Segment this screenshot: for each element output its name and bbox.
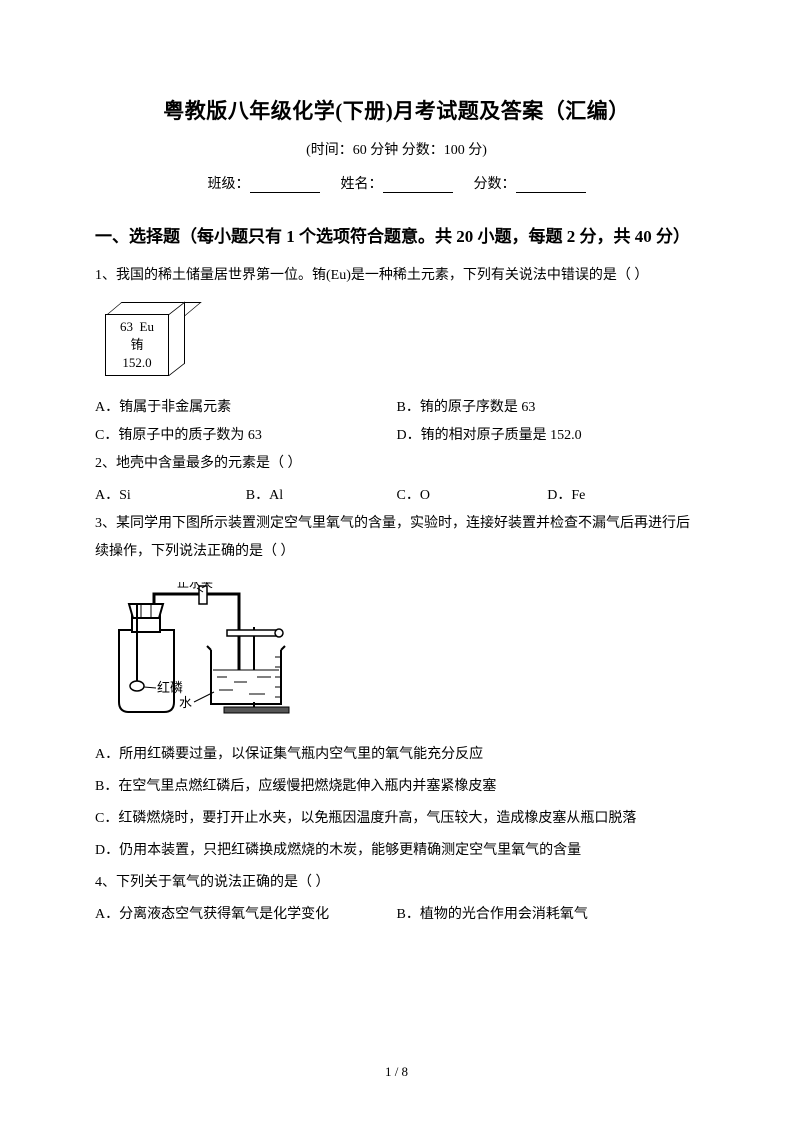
name-blank[interactable] — [383, 177, 453, 193]
q4-option-a[interactable]: A．分离液态空气获得氧气是化学变化 — [95, 901, 397, 929]
q3-option-a[interactable]: A．所用红磷要过量，以保证集气瓶内空气里的氧气能充分反应 — [95, 741, 698, 769]
water-label: 水 — [179, 695, 192, 710]
class-label: 班级： — [208, 177, 250, 192]
section-1-title: 一、选择题（每小题只有 1 个选项符合题意。共 20 小题，每题 2 分，共 4… — [95, 217, 698, 256]
question-4-options: A．分离液态空气获得氧气是化学变化 B．植物的光合作用会消耗氧气 — [95, 901, 698, 929]
element-symbol: Eu — [140, 319, 154, 334]
question-3-stem: 3、某同学用下图所示装置测定空气里氧气的含量，实验时，连接好装置并检查不漏气后再… — [95, 510, 698, 566]
q2-option-d[interactable]: D．Fe — [547, 482, 698, 510]
question-4-stem: 4、下列关于氧气的说法正确的是（ ） — [95, 869, 698, 897]
element-number: 63 — [120, 319, 133, 334]
q2-option-b[interactable]: B．Al — [246, 482, 397, 510]
q2-option-c[interactable]: C．O — [397, 482, 548, 510]
name-label: 姓名： — [341, 177, 383, 192]
clip-label: 止水夹 — [177, 582, 213, 590]
q4-option-b[interactable]: B．植物的光合作用会消耗氧气 — [397, 901, 699, 929]
q1-option-a[interactable]: A．铕属于非金属元素 — [95, 394, 397, 422]
q3-option-c[interactable]: C．红磷燃烧时，要打开止水夹，以免瓶因温度升高，气压较大，造成橡皮塞从瓶口脱落 — [95, 805, 698, 833]
question-1-options: A．铕属于非金属元素 B．铕的原子序数是 63 C．铕原子中的质子数为 63 D… — [95, 394, 698, 450]
element-cube-diagram: 63 Eu 铕 152.0 — [105, 302, 698, 382]
student-info-line: 班级： 姓名： 分数： — [95, 173, 698, 193]
q1-option-d[interactable]: D．铕的相对原子质量是 152.0 — [397, 422, 699, 450]
page-title: 粤教版八年级化学(下册)月考试题及答案（汇编） — [95, 95, 698, 125]
element-name: 铕 — [130, 336, 143, 354]
page-number: 1 / 8 — [0, 1064, 793, 1080]
q1-option-c[interactable]: C．铕原子中的质子数为 63 — [95, 422, 397, 450]
exam-time-score: (时间：60 分钟 分数：100 分) — [95, 139, 698, 159]
score-label: 分数： — [474, 177, 516, 192]
element-mass: 152.0 — [122, 354, 151, 372]
q1-option-b[interactable]: B．铕的原子序数是 63 — [397, 394, 699, 422]
question-2-stem: 2、地壳中含量最多的元素是（ ） — [95, 450, 698, 478]
q3-option-d[interactable]: D．仍用本装置，只把红磷换成燃烧的木炭，能够更精确测定空气里氧气的含量 — [95, 837, 698, 865]
question-2-options: A．Si B．Al C．O D．Fe — [95, 482, 698, 510]
question-1-stem: 1、我国的稀土储量居世界第一位。铕(Eu)是一种稀土元素，下列有关说法中错误的是… — [95, 262, 698, 290]
apparatus-diagram: 止水夹 红磷 水 — [99, 582, 698, 727]
question-3-options: A．所用红磷要过量，以保证集气瓶内空气里的氧气能充分反应 B．在空气里点燃红磷后… — [95, 741, 698, 869]
class-blank[interactable] — [250, 177, 320, 193]
q2-option-a[interactable]: A．Si — [95, 482, 246, 510]
score-blank[interactable] — [516, 177, 586, 193]
q3-option-b[interactable]: B．在空气里点燃红磷后，应缓慢把燃烧匙伸入瓶内并塞紧橡皮塞 — [95, 773, 698, 801]
phosphorus-label: 红磷 — [157, 680, 183, 695]
